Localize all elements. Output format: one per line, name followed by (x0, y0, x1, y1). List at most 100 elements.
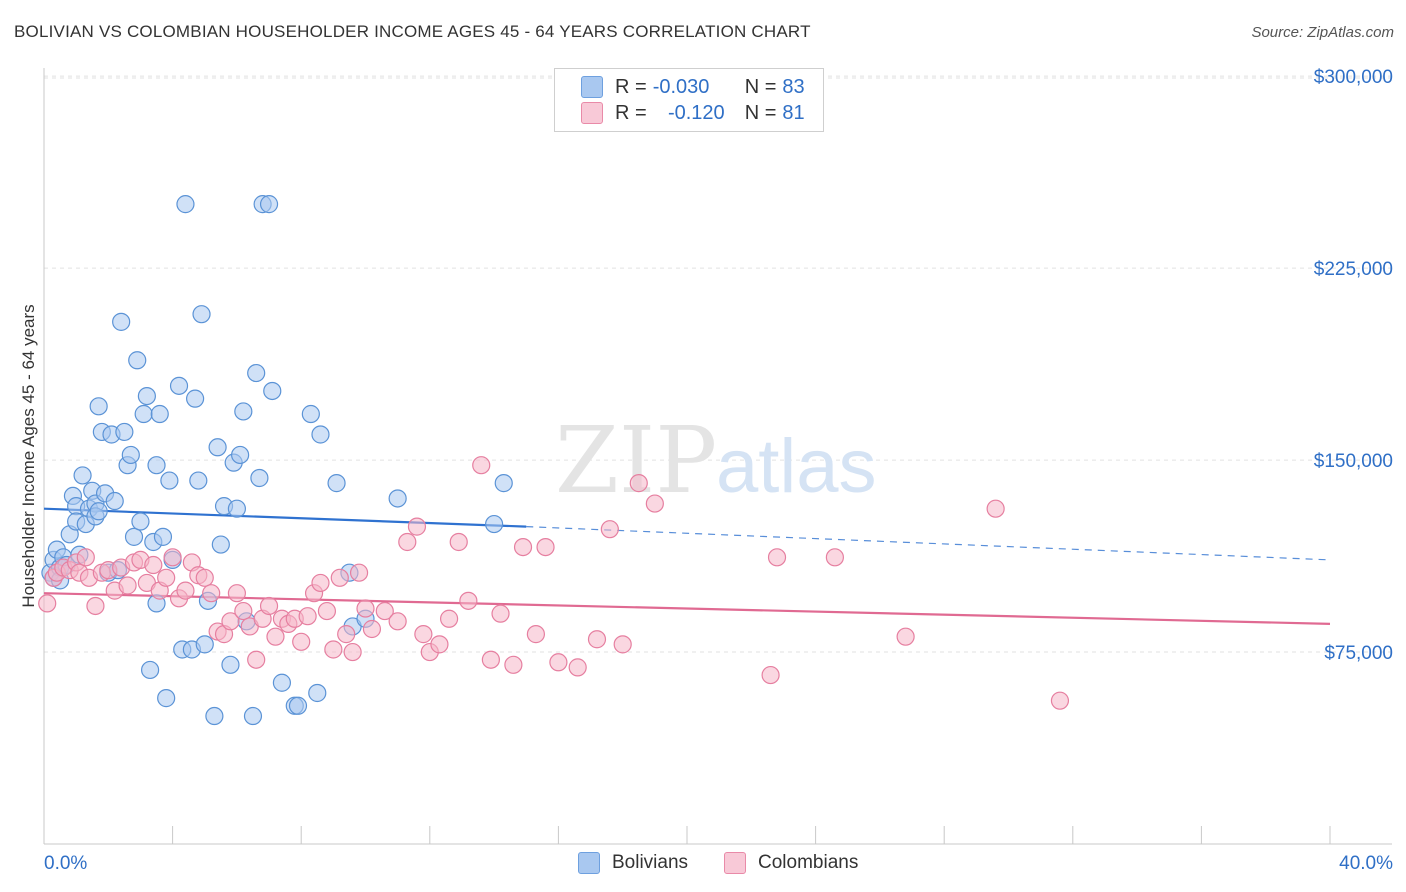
data-point (388, 612, 407, 631)
data-point (308, 683, 327, 703)
data-point (485, 514, 504, 534)
legend-label-colombians: Colombians (758, 852, 859, 873)
y-tick-label: $75,000 (1324, 643, 1393, 664)
data-point (234, 402, 253, 421)
data-point (192, 305, 211, 324)
data-point (227, 584, 246, 603)
data-point (169, 376, 189, 395)
data-point (227, 499, 246, 518)
legend-r-value: -0.030 (652, 75, 710, 98)
data-point (259, 596, 279, 616)
legend-swatch-colombians (724, 852, 746, 874)
watermark-atlas: atlas (716, 424, 877, 509)
data-point (266, 627, 285, 646)
legend-n-label: N = (744, 75, 777, 98)
data-point (645, 494, 664, 513)
data-point (439, 609, 459, 628)
data-point (263, 381, 282, 401)
data-point (131, 512, 150, 531)
series-bolivians (41, 195, 513, 726)
legend-n-value: 83 (782, 75, 805, 98)
x-tick-label: 40.0% (1339, 853, 1393, 874)
data-point (124, 527, 144, 546)
trend-line-extension-bolivians (526, 526, 1331, 561)
data-point (176, 195, 195, 214)
data-point (301, 404, 320, 424)
data-point (327, 474, 346, 493)
data-point (362, 619, 382, 639)
data-point (388, 489, 407, 508)
legend-item-colombians[interactable]: Colombians (724, 852, 858, 874)
data-point (112, 312, 131, 331)
data-point (311, 425, 330, 444)
data-point (459, 591, 478, 610)
legend-r-label: R = (615, 75, 647, 98)
data-point (825, 548, 844, 567)
legend-row-colombians: R = -0.120 N = 81 (581, 101, 805, 125)
legend-label-bolivians: Bolivians (612, 852, 689, 873)
data-point (247, 650, 266, 669)
data-point (157, 689, 176, 708)
data-point (896, 627, 915, 646)
data-point (767, 548, 787, 567)
data-point (105, 491, 124, 511)
data-point (600, 520, 619, 539)
data-point (195, 568, 214, 587)
data-point (349, 563, 369, 582)
trend-line-bolivians (43, 507, 527, 528)
data-point (761, 665, 780, 685)
data-point (250, 468, 269, 488)
data-point (128, 351, 147, 370)
legend-item-bolivians[interactable]: Bolivians (578, 852, 688, 874)
data-point (89, 397, 108, 416)
data-point (211, 535, 230, 554)
data-point (205, 706, 224, 726)
data-point (568, 658, 587, 677)
data-point (118, 576, 137, 595)
data-point (115, 422, 134, 442)
data-point (243, 706, 263, 726)
data-point (398, 532, 417, 552)
data-point (186, 389, 205, 408)
data-point (221, 655, 240, 674)
data-point (513, 537, 533, 557)
data-point (298, 607, 317, 626)
data-point (1050, 691, 1070, 710)
trend-line-colombians (43, 592, 1331, 625)
data-point (407, 517, 427, 536)
data-point (121, 445, 140, 465)
data-point (430, 635, 449, 654)
data-point (137, 386, 156, 406)
data-point (491, 604, 510, 623)
data-point (375, 601, 394, 621)
data-point (986, 499, 1005, 518)
data-point (73, 466, 92, 485)
legend-n-label: N = (744, 101, 777, 124)
data-point (89, 502, 108, 521)
data-point (311, 573, 330, 593)
data-point (163, 548, 182, 567)
data-point (549, 653, 568, 672)
data-point (231, 445, 250, 465)
data-point (147, 456, 166, 475)
data-point (613, 635, 632, 654)
legend-r-label: R = (615, 101, 647, 124)
data-point (76, 548, 95, 567)
x-tick-label: 0.0% (44, 853, 87, 874)
data-point (234, 601, 253, 621)
data-point (472, 456, 491, 475)
data-point (38, 594, 57, 613)
data-point (195, 635, 214, 654)
data-point (144, 555, 163, 575)
legend-r-value: -0.120 (667, 101, 725, 124)
series-legend: Bolivians Colombians (0, 852, 1406, 876)
data-point (288, 696, 308, 715)
data-point (176, 581, 195, 600)
data-point (356, 599, 375, 618)
data-point (189, 471, 208, 490)
y-axis-label: Householder Income Ages 45 - 64 years (19, 304, 38, 607)
data-point (629, 474, 648, 493)
data-point (160, 471, 179, 490)
legend-swatch-colombians (581, 102, 603, 124)
data-point (153, 527, 173, 546)
